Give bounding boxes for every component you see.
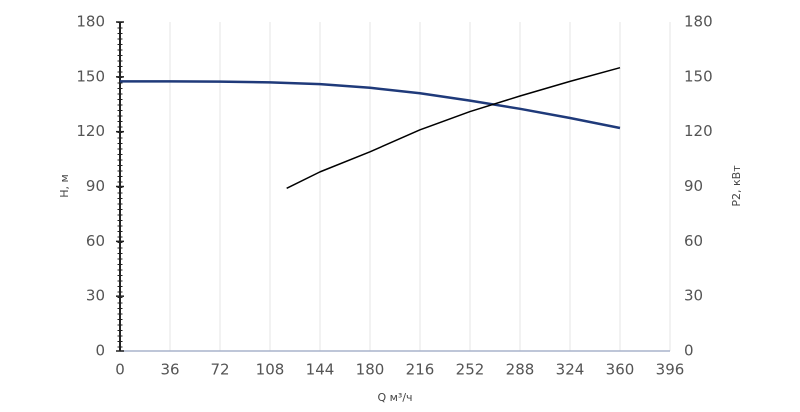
- x-tick-label: 180: [356, 361, 385, 379]
- y2-tick-label: 0: [684, 342, 694, 360]
- x-tick-label: 216: [406, 361, 435, 379]
- y2-tick-label: 30: [684, 287, 703, 305]
- x-tick-label: 288: [506, 361, 535, 379]
- y-tick-label: 180: [76, 13, 105, 31]
- x-tick-label: 396: [656, 361, 685, 379]
- x-tick-label: 360: [606, 361, 635, 379]
- x-tick-label: 108: [256, 361, 285, 379]
- y2-tick-label: 60: [684, 232, 703, 250]
- series-line: [286, 66, 621, 190]
- y-tick-label: 30: [86, 287, 105, 305]
- y-tick-label: 120: [76, 122, 105, 140]
- x-tick-label: 324: [556, 361, 585, 379]
- y-tick-label: 90: [86, 177, 105, 195]
- x-tick-label: 72: [210, 361, 229, 379]
- x-tick-label: 144: [306, 361, 335, 379]
- x-tick-label: 252: [456, 361, 485, 379]
- y2-tick-label: 90: [684, 177, 703, 195]
- x-tick-label: 36: [160, 361, 179, 379]
- series-line: [120, 80, 621, 130]
- y2-axis-title: P2, кВт: [730, 165, 743, 207]
- y2-tick-label: 180: [684, 13, 713, 31]
- y-tick-label: 60: [86, 232, 105, 250]
- y-tick-label: 0: [95, 342, 105, 360]
- x-tick-label: 0: [115, 361, 125, 379]
- x-axis-title: Q м³/ч: [377, 391, 412, 404]
- y-tick-label: 150: [76, 67, 105, 85]
- y2-tick-label: 150: [684, 67, 713, 85]
- y2-tick-label: 120: [684, 122, 713, 140]
- y-axis-title: H, м: [58, 174, 71, 198]
